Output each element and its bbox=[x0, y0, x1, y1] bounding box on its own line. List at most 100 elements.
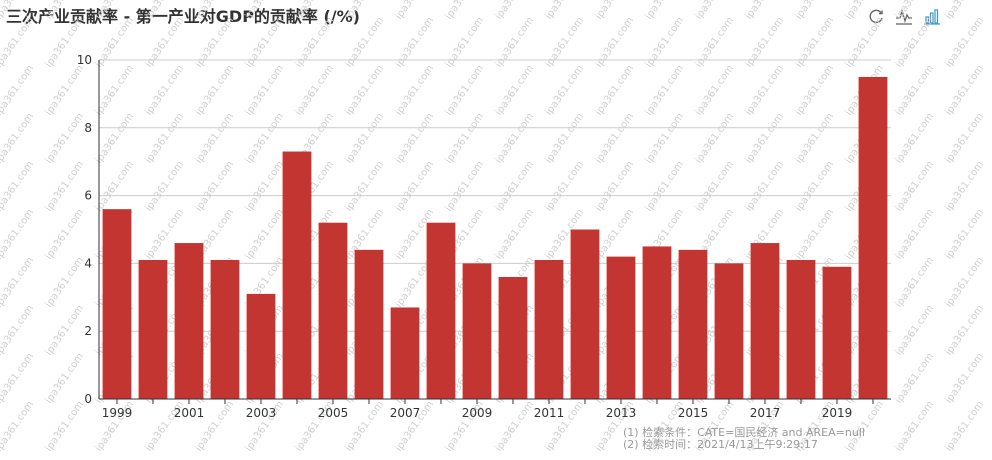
watermark-text: ipa361.com bbox=[593, 15, 636, 70]
x-tick-label: 2003 bbox=[246, 406, 277, 420]
watermark-text: ipa361.com bbox=[793, 111, 836, 166]
watermark-text: ipa361.com bbox=[593, 111, 636, 166]
y-tick-label: 10 bbox=[77, 53, 92, 67]
watermark-text: ipa361.com bbox=[793, 63, 836, 118]
bar bbox=[498, 276, 528, 399]
watermark-text: ipa361.com bbox=[443, 159, 486, 214]
y-tick-label: 4 bbox=[84, 256, 92, 270]
watermark-text: ipa361.com bbox=[43, 63, 86, 118]
watermark-text: ipa361.com bbox=[943, 15, 986, 70]
watermark-text: ipa361.com bbox=[143, 159, 186, 214]
watermark-text: ipa361.com bbox=[143, 111, 186, 166]
watermark-text: ipa361.com bbox=[693, 15, 736, 70]
watermark-text: ipa361.com bbox=[243, 15, 286, 70]
bar bbox=[138, 260, 168, 399]
watermark-text: ipa361.com bbox=[243, 111, 286, 166]
watermark-text: ipa361.com bbox=[43, 159, 86, 214]
watermark-text: ipa361.com bbox=[893, 15, 936, 70]
watermark-text: ipa361.com bbox=[893, 111, 936, 166]
watermark-text: ipa361.com bbox=[543, 111, 586, 166]
watermark-text: ipa361.com bbox=[893, 207, 936, 262]
restore-icon[interactable] bbox=[866, 6, 886, 26]
watermark-text: ipa361.com bbox=[343, 111, 386, 166]
watermark-text: ipa361.com bbox=[293, 63, 336, 118]
bar bbox=[858, 76, 888, 399]
watermark-text: ipa361.com bbox=[143, 15, 186, 70]
watermark-text: ipa361.com bbox=[93, 159, 136, 214]
watermark-text: ipa361.com bbox=[493, 111, 536, 166]
watermark-text: ipa361.com bbox=[43, 255, 86, 310]
watermark-text: ipa361.com bbox=[593, 159, 636, 214]
bar bbox=[462, 263, 492, 399]
watermark-text: ipa361.com bbox=[443, 63, 486, 118]
watermark-text: ipa361.com bbox=[43, 111, 86, 166]
watermark-text: ipa361.com bbox=[493, 63, 536, 118]
watermark-text: ipa361.com bbox=[943, 111, 986, 166]
y-tick-label: 2 bbox=[84, 324, 92, 338]
y-tick-label: 6 bbox=[84, 189, 92, 203]
watermark-text: ipa361.com bbox=[393, 63, 436, 118]
x-tick-label: 2017 bbox=[750, 406, 781, 420]
line-chart-icon[interactable] bbox=[894, 6, 914, 26]
watermark-text: ipa361.com bbox=[93, 111, 136, 166]
watermark-text: ipa361.com bbox=[93, 63, 136, 118]
toolbox bbox=[866, 6, 942, 26]
x-tick-label: 2013 bbox=[606, 406, 637, 420]
bar bbox=[390, 307, 420, 399]
x-tick-label: 2005 bbox=[318, 406, 349, 420]
watermark-text: ipa361.com bbox=[743, 159, 786, 214]
watermark-text: ipa361.com bbox=[543, 159, 586, 214]
watermark-text: ipa361.com bbox=[693, 159, 736, 214]
watermark-text: ipa361.com bbox=[893, 63, 936, 118]
watermark-text: ipa361.com bbox=[193, 159, 236, 214]
watermark-text: ipa361.com bbox=[143, 63, 186, 118]
watermark-text: ipa361.com bbox=[493, 15, 536, 70]
bar bbox=[174, 243, 204, 399]
watermark-text: ipa361.com bbox=[893, 399, 936, 454]
watermark-text: ipa361.com bbox=[643, 63, 686, 118]
bar bbox=[642, 246, 672, 399]
watermark-text: ipa361.com bbox=[43, 303, 86, 358]
watermark-text: ipa361.com bbox=[893, 159, 936, 214]
bar bbox=[318, 222, 348, 399]
watermark-text: ipa361.com bbox=[393, 15, 436, 70]
bar bbox=[282, 151, 312, 399]
footnote: (1) 检索条件：CATE=国民经济 and AREA=null (2) 检索时… bbox=[623, 427, 865, 451]
footnote-line: (1) 检索条件：CATE=国民经济 and AREA=null bbox=[623, 426, 865, 439]
x-tick-label: 1999 bbox=[102, 406, 133, 420]
x-tick-label: 2015 bbox=[678, 406, 709, 420]
watermark-text: ipa361.com bbox=[593, 63, 636, 118]
watermark-text: ipa361.com bbox=[743, 111, 786, 166]
watermark-text: ipa361.com bbox=[393, 159, 436, 214]
bar bbox=[354, 249, 384, 399]
watermark-text: ipa361.com bbox=[943, 207, 986, 262]
watermark-text: ipa361.com bbox=[0, 207, 36, 262]
x-tick-label: 2019 bbox=[822, 406, 853, 420]
watermark-text: ipa361.com bbox=[543, 63, 586, 118]
watermark-text: ipa361.com bbox=[0, 351, 36, 406]
bar bbox=[786, 260, 816, 399]
chart-title: 三次产业贡献率 - 第一产业对GDP的贡献率 (/%) bbox=[6, 7, 360, 26]
bar-chart-icon[interactable] bbox=[922, 6, 942, 26]
bar bbox=[426, 222, 456, 399]
watermark-text: ipa361.com bbox=[493, 159, 536, 214]
footnote-line: (2) 检索时间：2021/4/13上午9:29:17 bbox=[623, 438, 818, 451]
watermark-text: ipa361.com bbox=[0, 399, 36, 454]
bar bbox=[210, 260, 240, 399]
watermark-text: ipa361.com bbox=[693, 111, 736, 166]
watermark-text: ipa361.com bbox=[793, 207, 836, 262]
watermark-text: ipa361.com bbox=[343, 399, 386, 454]
watermark-text: ipa361.com bbox=[943, 63, 986, 118]
watermark-text: ipa361.com bbox=[943, 351, 986, 406]
watermark-text: ipa361.com bbox=[693, 63, 736, 118]
watermark-text: ipa361.com bbox=[943, 303, 986, 358]
watermark-text: ipa361.com bbox=[543, 15, 586, 70]
watermark-text: ipa361.com bbox=[0, 15, 36, 70]
watermark-text: ipa361.com bbox=[243, 63, 286, 118]
y-tick-label: 0 bbox=[84, 392, 92, 406]
bar bbox=[678, 249, 708, 399]
x-tick-label: 2001 bbox=[174, 406, 205, 420]
watermark-text: ipa361.com bbox=[343, 15, 386, 70]
watermark-text: ipa361.com bbox=[643, 15, 686, 70]
